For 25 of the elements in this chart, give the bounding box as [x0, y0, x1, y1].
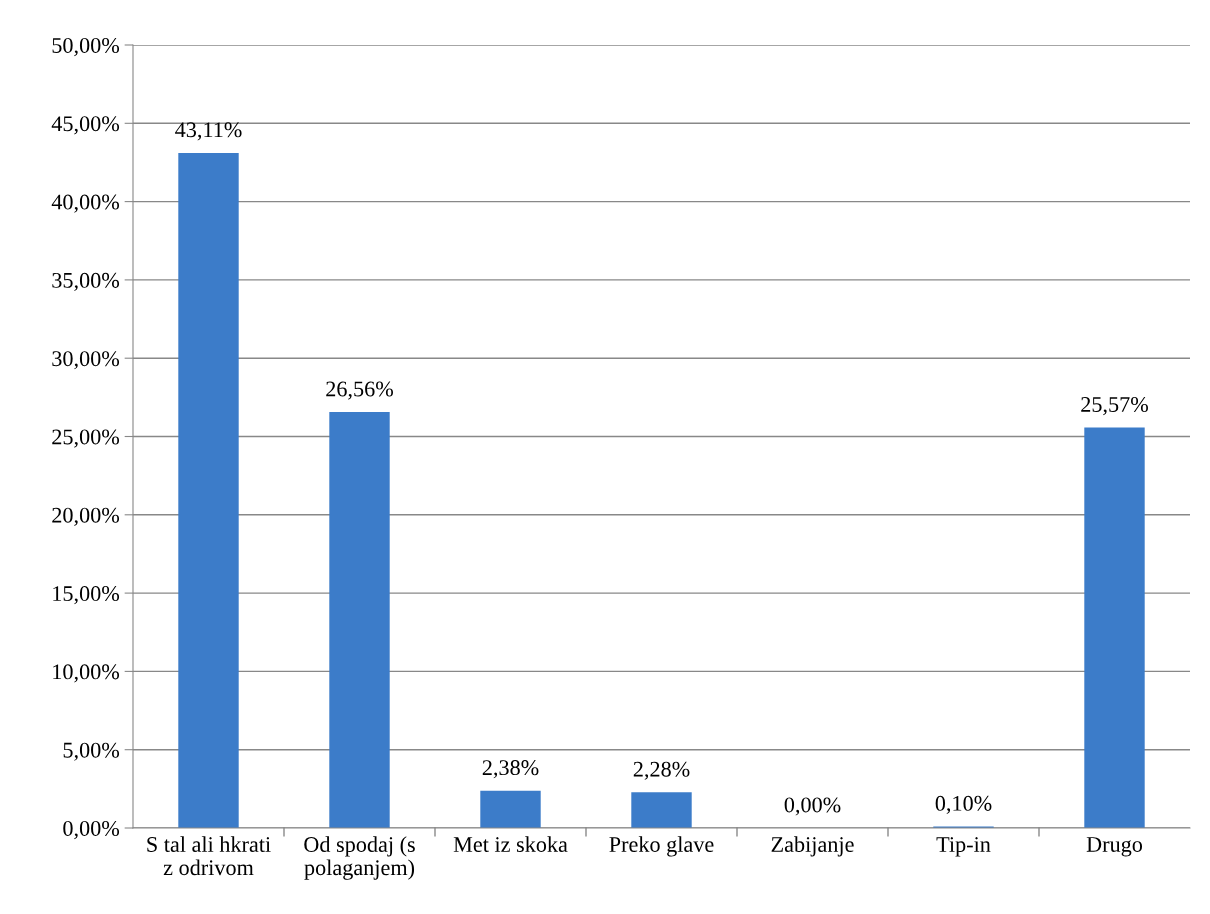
y-tick-label: 20,00%	[52, 507, 120, 526]
y-tick-label: 40,00%	[51, 194, 120, 213]
data-label: 0,10%	[935, 795, 992, 815]
data-label: 26,56%	[326, 381, 393, 400]
y-tick-label: 10,00%	[53, 664, 120, 683]
data-label: 25,57%	[1081, 396, 1148, 416]
x-tick-label: Drugo	[1086, 837, 1143, 857]
y-tick-label: 35,00%	[52, 272, 120, 292]
y-tick-label: 25,00%	[52, 429, 120, 448]
data-label: 43,11%	[175, 122, 242, 141]
x-tick-label: Od spodaj (s polaganjem)	[304, 836, 415, 880]
data-label: 2,38%	[482, 760, 539, 779]
y-tick-label: 30,00%	[52, 351, 120, 370]
x-tick-label: Met iz skoka	[453, 836, 568, 852]
x-tick-label: Tip-in	[936, 837, 991, 857]
x-tick-label: S tal ali hkrati z odrivom	[147, 836, 271, 876]
y-tick-label: 50,00%	[52, 37, 120, 57]
y-tick-label: 0,00%	[63, 820, 120, 840]
x-tick-label: Preko glave	[609, 836, 714, 857]
data-label: 0,00%	[784, 797, 841, 816]
x-tick-label: Zabijanje	[771, 836, 854, 857]
y-tick-label: 45,00%	[51, 116, 120, 135]
data-label: 2,28%	[633, 761, 690, 780]
y-tick-label: 5,00%	[63, 742, 120, 761]
y-tick-label: 15,00%	[53, 586, 120, 605]
